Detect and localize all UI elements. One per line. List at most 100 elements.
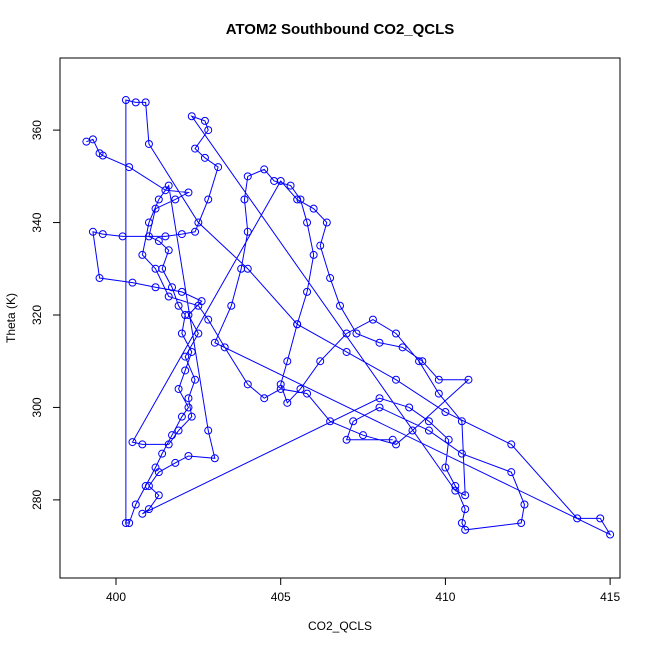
- data-point: [260, 394, 269, 403]
- data-point: [243, 227, 252, 236]
- data-point: [121, 96, 130, 105]
- data-point: [260, 165, 269, 174]
- data-point: [457, 449, 466, 458]
- data-point: [375, 403, 384, 412]
- data-point: [424, 417, 433, 426]
- data-point: [606, 530, 615, 539]
- data-point: [388, 435, 397, 444]
- x-tick-label: 415: [600, 590, 620, 604]
- data-point: [227, 301, 236, 310]
- data-point: [461, 525, 470, 534]
- data-point: [368, 315, 377, 324]
- data-point: [168, 283, 176, 292]
- data-point: [158, 449, 167, 458]
- data-point: [191, 144, 200, 153]
- data-point: [174, 301, 183, 310]
- data-point: [342, 347, 351, 356]
- data-point: [138, 250, 147, 259]
- data-point: [184, 394, 193, 403]
- data-point: [352, 329, 361, 338]
- data-point: [144, 232, 153, 241]
- data-point: [464, 375, 473, 384]
- x-axis-label: CO2_QCLS: [308, 619, 372, 633]
- data-point: [184, 188, 193, 197]
- data-point: [210, 454, 219, 463]
- data-point: [174, 384, 183, 393]
- data-point: [237, 264, 246, 273]
- data-point: [95, 274, 104, 283]
- data-point: [349, 417, 358, 426]
- data-point: [171, 458, 180, 467]
- data-point: [191, 227, 200, 236]
- data-point: [171, 195, 180, 204]
- data-point: [177, 287, 186, 296]
- data-point: [191, 375, 200, 384]
- data-point: [181, 366, 190, 375]
- data-point: [194, 218, 203, 227]
- y-tick-label: 340: [30, 212, 44, 232]
- data-point: [451, 486, 460, 495]
- data-point: [276, 384, 285, 393]
- data-point: [276, 176, 285, 185]
- data-point: [461, 505, 470, 514]
- data-point: [204, 315, 213, 324]
- data-point: [441, 463, 450, 472]
- data-point: [286, 181, 295, 190]
- data-point: [392, 375, 400, 384]
- data-point: [507, 440, 516, 449]
- data-point: [408, 426, 417, 435]
- data-point: [168, 431, 176, 440]
- data-point: [405, 403, 414, 412]
- data-point: [138, 440, 147, 449]
- data-point: [125, 518, 134, 527]
- data-point: [375, 338, 384, 347]
- data-point: [214, 163, 223, 172]
- data-point: [154, 491, 163, 500]
- data-point: [154, 237, 163, 246]
- data-point: [240, 195, 249, 204]
- data-point: [174, 426, 183, 435]
- data-point: [296, 384, 305, 393]
- data-point: [309, 204, 318, 213]
- x-tick-label: 405: [271, 590, 291, 604]
- data-point: [194, 329, 203, 338]
- data-point: [177, 230, 186, 239]
- data-point: [187, 412, 196, 421]
- x-tick-label: 400: [106, 590, 126, 604]
- data-point: [322, 218, 331, 227]
- data-point: [177, 412, 186, 421]
- data-point: [293, 320, 302, 329]
- data-point: [441, 408, 450, 417]
- data-point: [283, 357, 292, 366]
- data-point: [154, 468, 163, 477]
- data-point: [309, 250, 318, 259]
- data-point: [98, 230, 107, 239]
- data-point: [326, 274, 335, 283]
- data-point: [184, 403, 193, 412]
- data-point: [151, 283, 160, 292]
- data-point: [276, 380, 285, 389]
- data-point: [303, 218, 312, 227]
- data-point: [204, 195, 213, 204]
- data-point: [457, 417, 466, 426]
- data-point: [184, 451, 193, 460]
- data-point: [434, 389, 443, 398]
- data-line: [86, 99, 612, 536]
- data-point: [141, 98, 150, 107]
- data-point: [121, 518, 130, 527]
- data-point: [200, 153, 209, 162]
- data-point: [141, 482, 150, 491]
- data-point: [204, 426, 213, 435]
- data-point: [342, 435, 351, 444]
- data-point: [424, 426, 433, 435]
- data-point: [187, 112, 196, 121]
- data-point: [194, 301, 203, 310]
- data-point: [303, 389, 312, 398]
- data-point: [144, 139, 153, 148]
- data-point: [144, 218, 153, 227]
- y-tick-label: 300: [30, 397, 44, 417]
- plot-box: [59, 57, 621, 579]
- data-point: [131, 500, 140, 509]
- data-point: [507, 468, 516, 477]
- data-point: [303, 287, 312, 296]
